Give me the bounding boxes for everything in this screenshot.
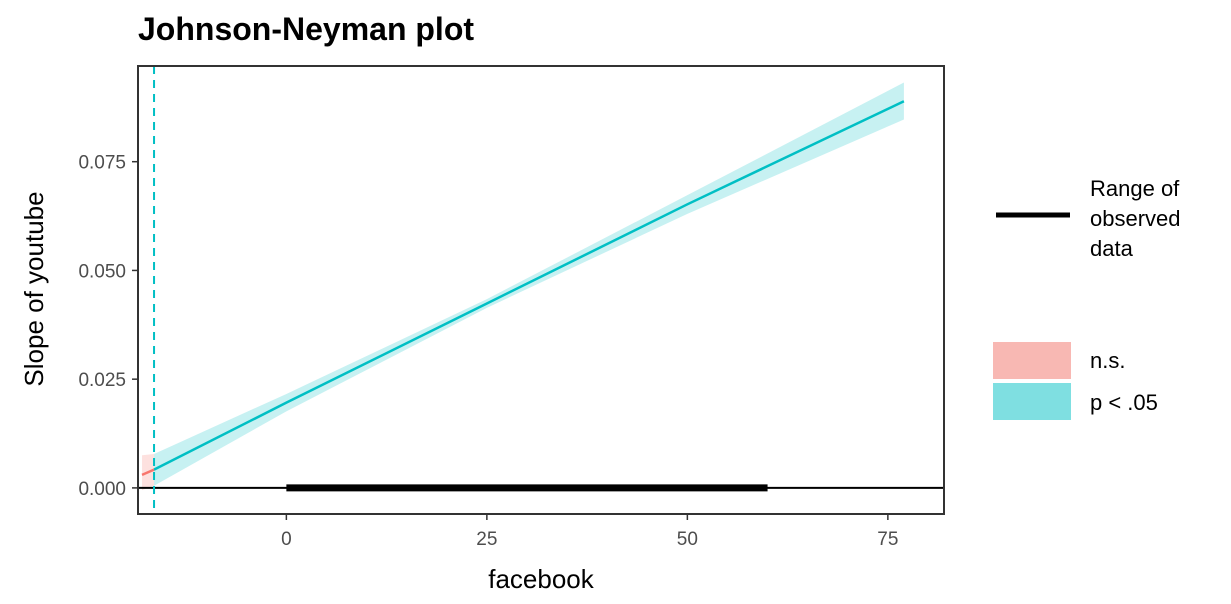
plot-area: 0 25 50 75 0.000 0.025 0.050 0.075	[78, 65, 945, 550]
y-axis-title: Slope of youtube	[19, 191, 49, 386]
x-axis-title: facebook	[488, 564, 595, 594]
x-tick-label: 0	[281, 529, 292, 550]
y-tick-label: 0.025	[78, 370, 126, 391]
confidence-band-1	[154, 82, 904, 486]
y-tick-label: 0.050	[78, 261, 126, 282]
chart-title: Johnson-Neyman plot	[138, 11, 474, 47]
slope-line-1	[153, 100, 905, 471]
legend-range-label-line-2: observed	[1090, 206, 1181, 231]
x-tick-label: 50	[677, 529, 698, 550]
x-tick-label: 75	[877, 529, 898, 550]
legend: Range of observed data n.s. p < .05	[993, 176, 1181, 420]
x-tick-label: 25	[476, 529, 497, 550]
y-tick-label: 0.000	[78, 479, 126, 500]
legend-ns-label: n.s.	[1090, 348, 1125, 373]
legend-ns-key	[993, 342, 1071, 379]
slope-line-0	[141, 468, 155, 477]
panel-border	[137, 65, 945, 515]
legend-sig-key	[993, 383, 1071, 420]
legend-range-label-line-3: data	[1090, 236, 1134, 261]
y-tick-label: 0.075	[78, 153, 126, 174]
legend-sig-label: p < .05	[1090, 390, 1158, 415]
legend-range-label-line-1: Range of	[1090, 176, 1180, 201]
